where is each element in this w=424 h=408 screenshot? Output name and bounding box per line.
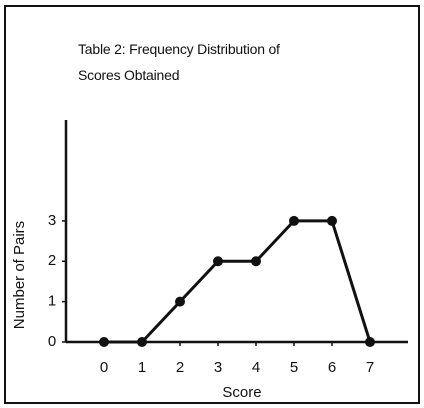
data-point (251, 256, 261, 267)
x-tick-label: 7 (366, 359, 374, 376)
data-point (327, 215, 337, 226)
data-point (289, 215, 299, 226)
x-tick-label: 1 (138, 359, 146, 376)
x-tick-label: 2 (176, 359, 184, 376)
y-tick-label: 0 (48, 333, 56, 350)
data-point (365, 337, 375, 347)
data-point (213, 256, 223, 267)
data-point (99, 337, 109, 347)
y-tick-label: 2 (48, 252, 56, 269)
data-line (104, 219, 372, 344)
x-tick-label: 5 (290, 359, 298, 376)
y-tick-label: 1 (48, 293, 56, 310)
x-axis-label: Score (222, 384, 261, 401)
data-point (175, 296, 185, 307)
x-tick-label: 6 (328, 359, 336, 376)
x-tick-label: 3 (214, 359, 222, 376)
y-tick-label: 3 (48, 212, 56, 229)
data-point (137, 337, 147, 347)
y-axis-label: Number of Pairs (11, 221, 28, 329)
chart-title: Table 2: Frequency Distribution of Score… (78, 41, 280, 83)
x-tick-label: 0 (100, 359, 108, 376)
frame (4, 5, 420, 404)
x-tick-label: 4 (252, 359, 260, 376)
